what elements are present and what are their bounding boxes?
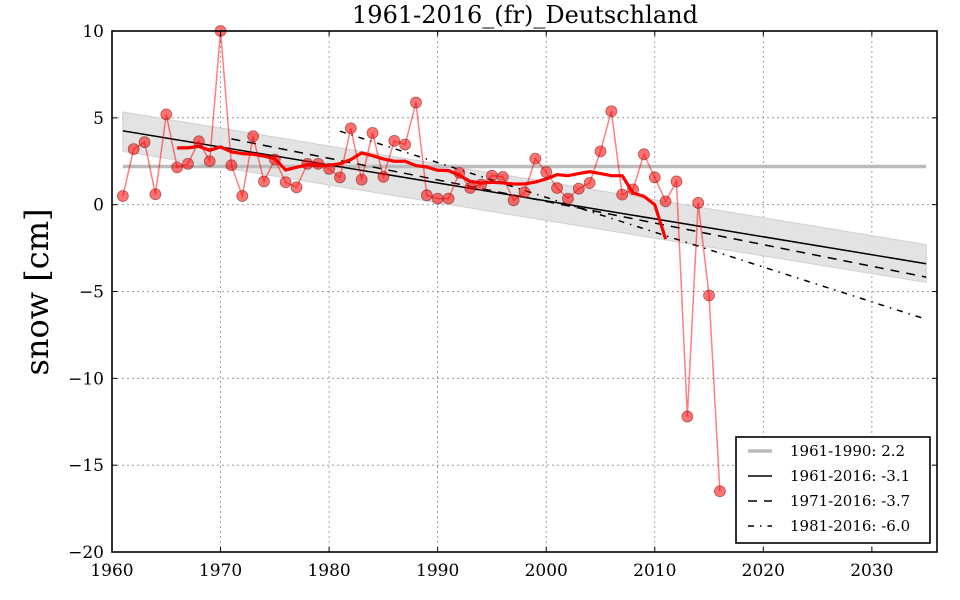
data-point xyxy=(486,169,498,182)
points-layer xyxy=(116,25,726,498)
data-point xyxy=(464,182,477,194)
data-point xyxy=(138,136,151,149)
y-tick-label: 0 xyxy=(93,196,104,216)
legend-label: 1961-2016: -3.1 xyxy=(790,467,910,485)
data-point xyxy=(659,195,672,208)
series-line-dashdot xyxy=(339,130,927,321)
data-point xyxy=(616,188,629,201)
data-point xyxy=(605,105,618,118)
data-point xyxy=(323,162,336,175)
legend-label: 1961-1990: 2.2 xyxy=(790,442,905,460)
data-point xyxy=(703,289,715,302)
y-tick-label: 10 xyxy=(82,22,104,42)
data-point xyxy=(258,175,270,188)
data-point xyxy=(540,166,553,178)
chart-title: 1961-2016_(fr)_Deutschland xyxy=(352,1,698,29)
data-point xyxy=(388,135,401,147)
data-point xyxy=(681,410,694,423)
data-point xyxy=(627,183,639,196)
data-point xyxy=(518,186,531,199)
y-axis-label: snow [cm] xyxy=(18,208,56,375)
y-axis: 10 5 0 −5 −10 −15 −20 xyxy=(68,22,937,563)
data-point xyxy=(670,175,683,188)
legend-label: 1971-2016: -3.7 xyxy=(790,492,910,510)
data-point xyxy=(713,485,726,498)
series-line-thick-line xyxy=(177,144,668,240)
data-point xyxy=(290,181,303,194)
data-point xyxy=(551,182,563,194)
y-tick-label: −20 xyxy=(68,543,104,563)
data-point xyxy=(431,192,444,205)
data-point xyxy=(236,190,249,202)
y-tick-label: −15 xyxy=(68,456,104,476)
grid xyxy=(111,30,937,553)
data-point xyxy=(160,108,173,121)
data-point xyxy=(410,96,422,109)
x-tick-label: 1970 xyxy=(199,561,242,581)
data-point xyxy=(692,197,705,209)
x-tick-label: 2000 xyxy=(525,561,568,581)
data-point xyxy=(116,190,129,202)
data-point xyxy=(127,143,140,155)
data-point xyxy=(366,127,379,139)
data-point xyxy=(247,130,260,143)
data-point xyxy=(171,161,184,174)
y-tick-label: −5 xyxy=(79,283,104,303)
data-point xyxy=(268,153,281,166)
data-point xyxy=(529,152,542,165)
data-point xyxy=(301,157,314,170)
data-point xyxy=(572,182,585,195)
data-point xyxy=(562,192,574,205)
data-point xyxy=(594,145,607,158)
data-point xyxy=(225,159,238,172)
data-point xyxy=(475,178,487,191)
x-tick-label: 1960 xyxy=(90,561,133,581)
legend: 1961-1990: 2.2 1961-2016: -3.1 1971-2016: … xyxy=(735,436,931,544)
data-point xyxy=(182,157,194,170)
x-tick-label: 1990 xyxy=(416,561,459,581)
data-point xyxy=(583,177,596,189)
x-tick-label: 2030 xyxy=(850,561,893,581)
data-point xyxy=(648,171,661,184)
data-point xyxy=(638,148,650,161)
data-point xyxy=(149,188,162,201)
data-point xyxy=(312,157,325,170)
data-point xyxy=(496,170,509,183)
data-point xyxy=(279,176,292,189)
y-tick-label: −10 xyxy=(68,369,104,389)
data-point xyxy=(507,194,520,207)
x-axis: 1960 1970 1980 1990 2000 2010 2020 2030 xyxy=(90,31,894,581)
data-point xyxy=(420,189,433,202)
legend-label: 1981-2016: -6.0 xyxy=(790,517,910,535)
data-point xyxy=(192,135,205,148)
data-point xyxy=(453,166,466,179)
data-point xyxy=(442,192,455,205)
data-point xyxy=(377,170,390,183)
series-line-markers-line xyxy=(122,30,721,492)
data-point xyxy=(399,138,411,151)
data-point xyxy=(355,173,368,186)
data-point xyxy=(203,155,216,168)
y-tick-label: 5 xyxy=(93,109,104,129)
data-point xyxy=(334,171,346,184)
data-point xyxy=(344,122,357,135)
x-tick-label: 2010 xyxy=(633,561,676,581)
x-tick-label: 1980 xyxy=(307,561,350,581)
x-tick-label: 2020 xyxy=(742,561,785,581)
